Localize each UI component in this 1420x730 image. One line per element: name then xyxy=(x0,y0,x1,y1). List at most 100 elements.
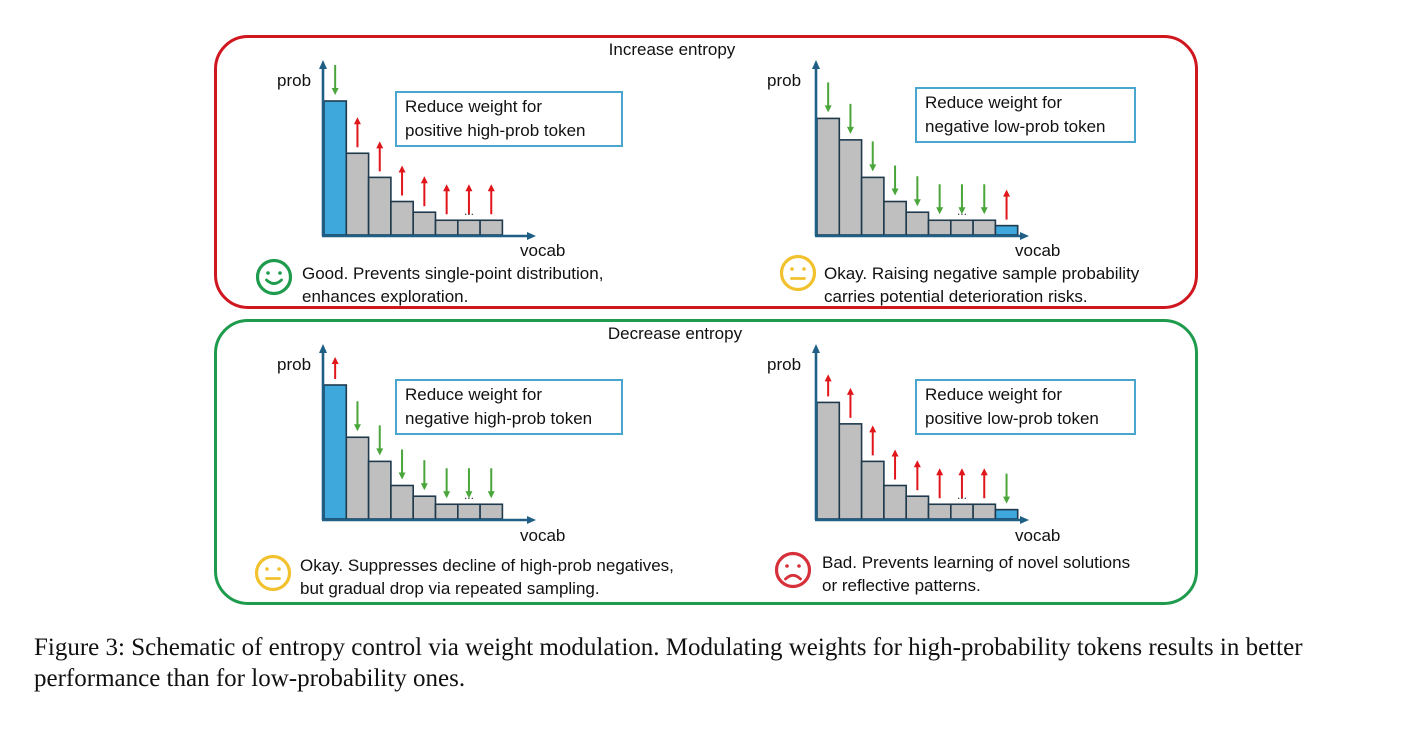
up-arrow-icon-head xyxy=(846,387,854,395)
ellipsis-label: ... xyxy=(957,488,967,502)
up-arrow-icon xyxy=(376,141,384,172)
down-arrow-icon-head xyxy=(443,491,451,499)
up-arrow-icon xyxy=(913,460,921,491)
callout-box: Reduce weight for positive low-prob toke… xyxy=(915,379,1136,435)
up-arrow-icon xyxy=(891,449,899,480)
up-arrow-icon-head xyxy=(376,141,384,149)
ellipsis-label: ... xyxy=(957,204,967,218)
down-arrow-icon-head xyxy=(958,207,966,215)
callout-line-1: Reduce weight for xyxy=(925,385,1063,404)
down-arrow-icon xyxy=(891,165,899,196)
down-arrow-icon-head xyxy=(869,164,877,172)
down-arrow-icon-head xyxy=(376,448,384,456)
up-arrow-icon xyxy=(487,184,495,215)
y-axis-arrowhead-icon xyxy=(812,344,820,353)
up-arrow-icon xyxy=(958,468,966,499)
ellipsis-label: ... xyxy=(464,204,474,218)
down-arrow-icon xyxy=(376,425,384,456)
down-arrow-icon xyxy=(1003,473,1011,504)
down-arrow-icon-head xyxy=(846,126,854,134)
y-axis-arrowhead-icon xyxy=(319,60,327,69)
x-axis-arrowhead-icon xyxy=(1020,232,1029,240)
up-arrow-icon xyxy=(980,468,988,499)
up-arrow-icon xyxy=(331,357,339,379)
up-arrow-icon xyxy=(398,165,406,196)
verdict-line-2: carries potential deterioration risks. xyxy=(824,287,1088,306)
down-arrow-icon xyxy=(936,184,944,215)
x-axis-arrowhead-icon xyxy=(527,232,536,240)
ellipsis-label: ... xyxy=(464,488,474,502)
y-axis-arrowhead-icon xyxy=(812,60,820,69)
callout-line-2: positive high-prob token xyxy=(405,121,586,140)
highlighted-token-bar xyxy=(994,508,1019,520)
down-arrow-icon-head xyxy=(398,472,406,480)
verdict-text: Okay. Raising negative sample probabilit… xyxy=(824,262,1139,308)
up-arrow-icon xyxy=(465,184,473,215)
up-arrow-icon-head xyxy=(936,468,944,476)
verdict-line-2: enhances exploration. xyxy=(302,287,469,306)
token-bar xyxy=(949,503,974,520)
y-axis-label: prob xyxy=(767,71,802,90)
decrease-entropy-title: Decrease entropy xyxy=(607,324,743,343)
verdict-line-1: Bad. Prevents learning of novel solution… xyxy=(822,553,1131,572)
up-arrow-icon xyxy=(824,374,832,397)
figure-caption: Figure 3: Schematic of entropy control v… xyxy=(34,634,1303,692)
up-arrow-icon-head xyxy=(980,468,988,476)
verdict-line-1: Okay. Suppresses decline of high-prob ne… xyxy=(300,556,674,575)
y-axis-label: prob xyxy=(277,355,312,374)
up-arrow-icon xyxy=(936,468,944,499)
x-axis-label: vocab xyxy=(1015,241,1061,260)
down-arrow-icon xyxy=(465,468,473,499)
callout-box: Reduce weight for negative high-prob tok… xyxy=(395,379,623,435)
down-arrow-icon-head xyxy=(353,424,361,432)
up-arrow-icon-head xyxy=(398,165,406,173)
neutral-face-icon xyxy=(779,254,817,292)
up-arrow-icon xyxy=(353,117,361,148)
up-arrow-icon-head xyxy=(465,184,473,192)
down-arrow-icon-head xyxy=(465,491,473,499)
up-arrow-icon xyxy=(846,387,854,418)
y-axis-arrowhead-icon xyxy=(319,344,327,353)
token-bar xyxy=(838,423,863,520)
down-arrow-icon xyxy=(913,176,921,207)
up-arrow-icon-head xyxy=(1003,189,1011,197)
token-bar xyxy=(905,495,930,520)
down-arrow-icon-head xyxy=(936,207,944,215)
down-arrow-icon-head xyxy=(824,105,832,113)
verdict-text: Okay. Suppresses decline of high-prob ne… xyxy=(300,554,674,600)
down-arrow-icon xyxy=(824,82,832,113)
down-arrow-icon xyxy=(420,460,428,491)
decrease-entropy-group xyxy=(214,319,1198,605)
token-bar xyxy=(972,503,997,520)
callout-line-1: Reduce weight for xyxy=(925,93,1063,112)
callout-box: Reduce weight for positive high-prob tok… xyxy=(395,91,623,147)
increase-entropy-title: Increase entropy xyxy=(608,40,736,59)
up-arrow-icon-head xyxy=(443,184,451,192)
smiley-face-icon xyxy=(255,258,293,296)
down-arrow-icon-head xyxy=(420,483,428,491)
callout-box: Reduce weight for negative low-prob toke… xyxy=(915,87,1136,143)
token-bar xyxy=(816,401,841,520)
x-axis-label: vocab xyxy=(1015,526,1061,545)
callout-line-1: Reduce weight for xyxy=(405,97,543,116)
up-arrow-icon-head xyxy=(824,374,832,382)
up-arrow-icon-head xyxy=(487,184,495,192)
down-arrow-icon xyxy=(487,468,495,499)
verdict-text: Good. Prevents single-point distribution… xyxy=(302,262,603,308)
down-arrow-icon xyxy=(980,184,988,215)
up-arrow-icon-head xyxy=(869,425,877,433)
neutral-face-icon xyxy=(254,554,292,592)
up-arrow-icon-head xyxy=(958,468,966,476)
verdict-line-2: or reflective patterns. xyxy=(822,576,981,595)
up-arrow-icon xyxy=(1003,189,1011,220)
down-arrow-icon xyxy=(958,184,966,215)
down-arrow-icon-head xyxy=(331,88,339,95)
y-axis-label: prob xyxy=(767,355,802,374)
down-arrow-icon xyxy=(443,468,451,499)
verdict-line-1: Okay. Raising negative sample probabilit… xyxy=(824,264,1140,283)
up-arrow-icon xyxy=(420,176,428,207)
